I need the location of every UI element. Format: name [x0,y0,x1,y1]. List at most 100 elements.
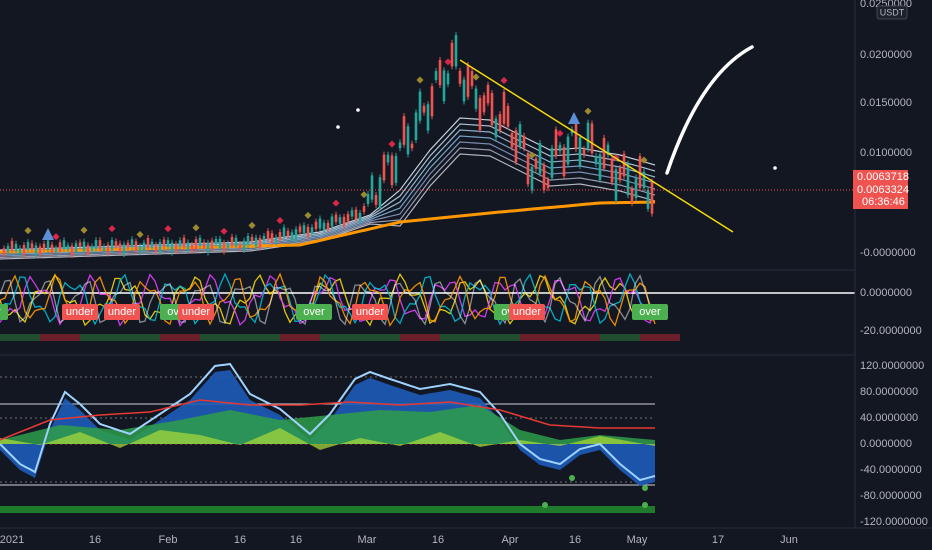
badge-text: under [356,306,384,318]
diamond [584,107,592,115]
lower-label: 120.0000000 [860,360,924,372]
badge-box [296,304,332,320]
badge-text: under [182,306,210,318]
lower-label: 0.0000000 [860,438,912,450]
candle [186,242,190,251]
candle [10,240,14,251]
candle [82,241,86,251]
diamond [332,199,340,207]
candle [258,238,262,248]
candle [182,237,186,248]
candle [498,114,502,131]
candle [426,104,430,131]
candle [450,42,454,67]
candle [366,193,370,204]
candle [74,243,78,253]
diamond [276,216,284,225]
price-label: 0.0100000 [860,147,912,159]
time-label: 16 [89,534,101,546]
candle [542,164,546,191]
diamond [472,73,480,81]
candle [290,232,294,241]
trend-strip [520,334,560,341]
price-label: 0.0200000 [860,49,912,61]
candle [62,240,66,250]
candle [142,242,146,251]
candle [150,241,154,249]
time-label: 2021 [0,534,24,546]
candle [362,206,366,212]
trend-strip [480,334,520,341]
candle [474,88,478,109]
candle [422,105,426,113]
candle [178,240,182,247]
candle [194,239,198,250]
candle [262,235,266,241]
trend-strip [160,334,200,341]
trend-strip [560,334,600,341]
candle [294,229,298,240]
candle [398,142,402,149]
candle [138,245,142,253]
candle [466,65,470,97]
last-price-box [853,170,908,184]
signal-badge: over [0,304,8,320]
candle [626,163,630,196]
signals: overunderunderoverunderoverunderoverunde… [0,304,668,320]
diamond [192,224,200,232]
candle [534,158,538,169]
diamond [444,58,452,66]
candle [558,144,562,152]
candle [618,167,622,181]
candle [538,143,542,174]
candle [206,242,210,253]
candle [238,244,242,249]
candle [406,126,410,155]
candle [30,243,34,250]
diamond [500,76,508,84]
signal-dot [642,502,648,508]
trend-strip [400,334,440,341]
trend-strip [120,334,160,341]
ribbon [0,147,656,259]
time-label: Jun [780,534,798,546]
candle [66,245,70,250]
time-label: 16 [432,534,444,546]
trend-strip [280,334,320,341]
candle [582,148,586,155]
candle [430,86,434,117]
candle [494,118,498,138]
candle [274,237,278,243]
osc-label: 0.0000000 [860,287,912,299]
last-price: 0.0063718 [857,171,909,183]
candle [490,93,494,126]
candle [310,227,314,234]
badge-text: over [303,306,325,318]
candle [322,222,326,230]
candle [230,236,234,247]
candle [54,248,58,254]
candle [266,231,270,240]
trend-strip [80,334,120,341]
candle [650,181,654,214]
diamond [360,191,368,199]
diamond [164,225,172,233]
badge-box [352,304,388,320]
badge-text: under [108,306,136,318]
candle [578,137,582,167]
badge-box [0,304,8,320]
candle [622,153,626,177]
badge-box [178,304,214,320]
badge-text: over [639,306,661,318]
candle [446,73,450,85]
signal-badge: under [178,304,214,320]
candle [50,244,54,254]
candle [338,217,342,224]
candle [462,79,466,102]
price-label: 0.0250000 [860,0,912,10]
candle [134,241,138,252]
candle [590,123,594,154]
time-label: 16 [234,534,246,546]
